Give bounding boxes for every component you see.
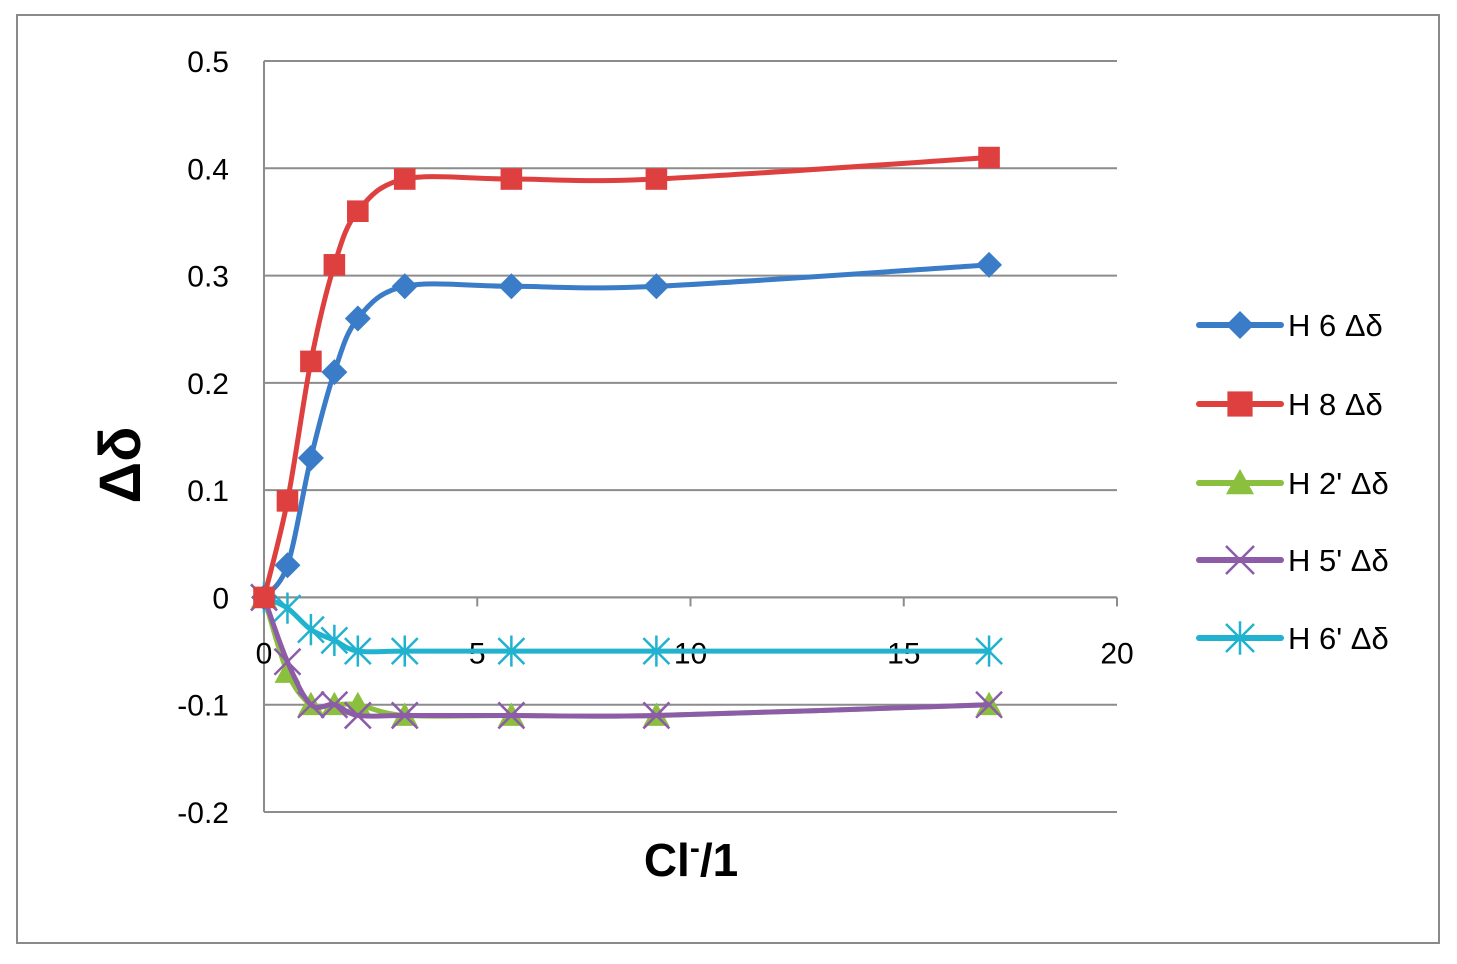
data-point <box>320 690 349 719</box>
series-line <box>261 155 992 600</box>
data-point <box>300 350 322 373</box>
data-point <box>297 444 324 471</box>
data-point <box>297 690 325 719</box>
data-point <box>343 635 372 667</box>
series-line <box>261 594 992 719</box>
x-tick-label: 0 <box>256 637 273 670</box>
legend-marker <box>1225 545 1255 575</box>
data-point <box>297 614 325 646</box>
data-point <box>498 273 525 300</box>
y-tick-label: 0.1 <box>187 475 229 508</box>
data-point <box>642 701 671 730</box>
series-1 <box>253 146 1000 609</box>
x-axis-title-suffix: /1 <box>700 834 738 886</box>
x-tick-label: 5 <box>469 637 486 670</box>
legend-marker <box>1226 469 1254 495</box>
legend-item: H 6 Δδ <box>1196 308 1383 343</box>
legend-item: H 6' Δδ <box>1196 621 1389 656</box>
legend-label: H 6 Δδ <box>1288 308 1383 343</box>
y-tick-label: 0 <box>212 582 229 615</box>
data-point <box>321 359 348 386</box>
legend-marker <box>1227 391 1253 417</box>
series-0 <box>251 251 1003 611</box>
data-point <box>975 635 1003 667</box>
legend-label: H 5' Δδ <box>1288 543 1389 578</box>
data-point <box>642 635 671 667</box>
legend-label: H 2' Δδ <box>1288 466 1389 501</box>
data-point <box>500 168 523 190</box>
data-point <box>274 552 301 579</box>
data-point <box>645 168 668 190</box>
data-point <box>276 490 299 512</box>
y-axis-title: Δδ <box>88 427 153 504</box>
series-line <box>261 262 992 600</box>
y-tick-label: -0.1 <box>177 690 229 723</box>
data-point <box>273 592 302 624</box>
data-point <box>273 647 302 676</box>
y-tick-labels: -0.2 -0.1 0 0.1 0.2 0.3 0.4 0.5 <box>177 46 229 830</box>
x-axis-title-superscript: - <box>690 832 700 865</box>
legend-label: H 6' Δδ <box>1288 621 1389 656</box>
legend-marker <box>1226 311 1254 339</box>
axes <box>263 61 1118 812</box>
y-tick-label: 0.2 <box>187 368 229 401</box>
data-point <box>390 701 419 730</box>
series-line <box>261 594 992 719</box>
data-point <box>391 273 418 300</box>
legend: H 6 Δδ H 8 Δδ H 2' Δδ H 5' Δδ H 6' Δδ <box>1196 308 1389 656</box>
data-point <box>975 690 1003 719</box>
x-tick-labels: 0 5 10 15 20 <box>256 637 1134 670</box>
x-tick-label: 15 <box>887 637 920 670</box>
data-point <box>344 305 371 332</box>
x-tick-label: 20 <box>1100 637 1133 670</box>
data-point <box>497 701 526 730</box>
data-point <box>978 146 1000 169</box>
x-tick-label: 10 <box>674 637 707 670</box>
legend-item: H 5' Δδ <box>1196 543 1389 578</box>
series-line <box>261 594 992 655</box>
legend-item: H 2' Δδ <box>1196 466 1389 501</box>
data-point <box>347 200 369 222</box>
y-tick-label: 0.4 <box>187 153 229 186</box>
data-point <box>390 635 419 667</box>
data-point <box>253 586 275 609</box>
data-point <box>643 273 670 300</box>
data-point <box>323 254 346 276</box>
x-axis-title: Cl-/1 <box>644 832 738 886</box>
data-point <box>343 701 372 730</box>
legend-label: H 8 Δδ <box>1288 387 1383 422</box>
data-point <box>320 624 349 656</box>
y-tick-label: 0.5 <box>187 46 229 79</box>
legend-marker <box>1225 621 1255 655</box>
series-group <box>250 146 1003 730</box>
data-point <box>393 168 416 190</box>
legend-item: H 8 Δδ <box>1196 387 1383 422</box>
data-point <box>497 635 526 667</box>
x-axis-title-main: Cl <box>644 834 690 886</box>
data-point <box>976 251 1003 278</box>
y-tick-label: 0.3 <box>187 261 229 294</box>
y-tick-label: -0.2 <box>177 797 229 830</box>
